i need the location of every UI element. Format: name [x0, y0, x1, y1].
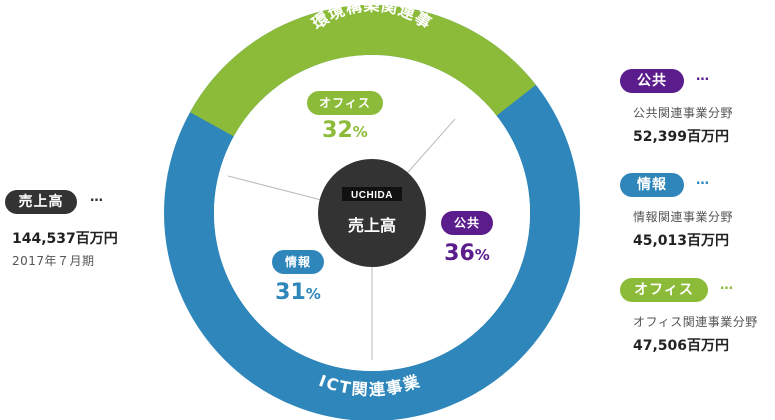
public-segment-tag: 公共 [441, 211, 493, 235]
uchida-logo [342, 187, 402, 201]
sales-tag: 売上高 [5, 190, 77, 214]
center-label: 売上高 [348, 216, 396, 235]
legend-info-dots: … [696, 173, 710, 188]
legend-office-dots: … [720, 278, 734, 293]
legend-info-tag: 情報 [620, 173, 684, 197]
legend-public-amount: 52,399百万円 [633, 129, 730, 145]
info-segment-tag: 情報 [272, 250, 324, 274]
legend-info-amount: 45,013百万円 [633, 233, 730, 249]
info-percent: 31% [275, 280, 321, 305]
sales-period: 2017年７月期 [12, 254, 95, 268]
legend-office-desc: オフィス関連事業分野 [633, 315, 758, 329]
sales-amount: 144,537百万円 [12, 231, 118, 247]
center-disk [318, 159, 426, 267]
legend-info-desc: 情報関連事業分野 [633, 210, 734, 224]
legend-office-amount: 47,506百万円 [633, 338, 730, 354]
office-percent: 32% [322, 118, 368, 143]
sales-dots: … [90, 190, 104, 205]
public-percent: 36% [444, 241, 490, 266]
legend-office-tag: オフィス [620, 278, 708, 302]
legend-public-tag: 公共 [620, 69, 684, 93]
uchida-logo-text: UCHIDA [351, 190, 393, 201]
environment-ring [190, 4, 536, 137]
legend-public-dots: … [696, 69, 710, 84]
legend-public-desc: 公共関連事業分野 [633, 106, 734, 120]
office-segment-tag: オフィス [307, 91, 383, 115]
